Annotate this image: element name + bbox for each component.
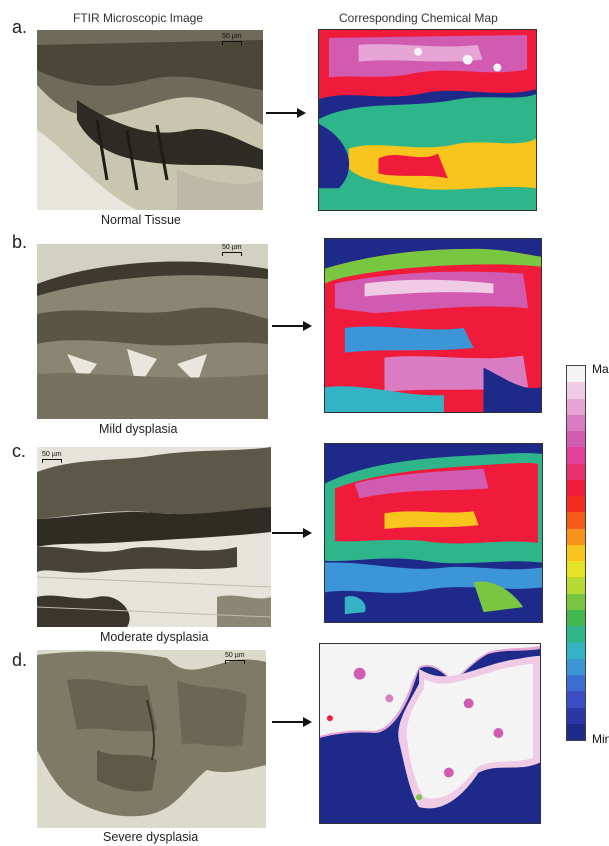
scalebar-a-line	[222, 41, 242, 45]
scalebar-c-label: 50 µm	[42, 451, 62, 458]
arrow-c-shaft	[272, 532, 304, 534]
legend-color-cell	[567, 382, 585, 399]
legend-color-cell	[567, 691, 585, 708]
scalebar-d-label: 50 µm	[225, 652, 245, 659]
row-letter-a: a.	[12, 17, 28, 37]
legend-color-cell	[567, 675, 585, 692]
legend-color-cell	[567, 398, 585, 415]
caption-severe: Severe dysplasia	[103, 830, 199, 844]
micrograph-moderate	[37, 447, 271, 627]
legend-color-cell	[567, 593, 585, 610]
legend-color-cell	[567, 431, 585, 448]
legend-color-cell	[567, 366, 585, 383]
chemical-map-moderate	[324, 443, 543, 623]
arrow-c	[272, 528, 312, 538]
chemical-map-mild	[324, 238, 542, 413]
micrograph-normal	[37, 30, 263, 210]
legend-color-cell	[567, 707, 585, 724]
scalebar-c: 50 µm	[42, 451, 62, 463]
header-ftir: FTIR Microscopic Image	[73, 11, 204, 25]
scalebar-d-line	[225, 660, 245, 664]
header-chemical-map: Corresponding Chemical Map	[339, 11, 498, 25]
arrow-d-head	[303, 717, 312, 727]
micrograph-severe	[37, 650, 266, 828]
scalebar-a: 50 µm	[222, 33, 242, 45]
legend-color-cell	[567, 447, 585, 464]
row-letter-b: b.	[12, 232, 28, 252]
legend-color-cell	[567, 479, 585, 497]
color-scale-legend	[566, 365, 586, 741]
arrow-c-head	[303, 528, 312, 538]
arrow-a-head	[297, 108, 306, 118]
scalebar-c-line	[42, 459, 62, 463]
caption-normal: Normal Tissue	[101, 213, 181, 227]
legend-color-cell	[567, 414, 585, 432]
micrograph-mild	[37, 244, 268, 419]
legend-color-cell	[567, 561, 585, 578]
arrow-a	[266, 108, 306, 118]
arrow-d-shaft	[272, 721, 304, 723]
caption-mild: Mild dysplasia	[99, 422, 178, 436]
scalebar-b-label: 50 µm	[222, 244, 242, 251]
legend-color-cell	[567, 528, 585, 545]
legend-color-cell	[567, 723, 585, 741]
arrow-a-shaft	[266, 112, 298, 114]
legend-color-cell	[567, 496, 585, 513]
row-letter-d: d.	[12, 650, 28, 670]
row-letter-c: c.	[12, 441, 27, 461]
caption-moderate: Moderate dysplasia	[100, 630, 209, 644]
legend-color-cell	[567, 512, 585, 529]
legend-color-cell	[567, 463, 585, 480]
legend-min-label: Min	[592, 732, 609, 746]
chemical-map-severe	[319, 643, 541, 824]
scalebar-d: 50 µm	[225, 652, 245, 664]
chemical-map-normal	[318, 29, 537, 211]
scalebar-b: 50 µm	[222, 244, 242, 256]
arrow-b	[272, 321, 312, 331]
legend-color-cell	[567, 544, 585, 562]
arrow-b-head	[303, 321, 312, 331]
legend-color-cell	[567, 577, 585, 594]
legend-color-cell	[567, 626, 585, 643]
scalebar-a-label: 50 µm	[222, 33, 242, 40]
scalebar-b-line	[222, 252, 242, 256]
legend-color-cell	[567, 609, 585, 627]
legend-color-cell	[567, 642, 585, 659]
arrow-d	[272, 717, 312, 727]
legend-max-label: Max	[592, 362, 609, 376]
arrow-b-shaft	[272, 325, 304, 327]
legend-color-cell	[567, 658, 585, 676]
